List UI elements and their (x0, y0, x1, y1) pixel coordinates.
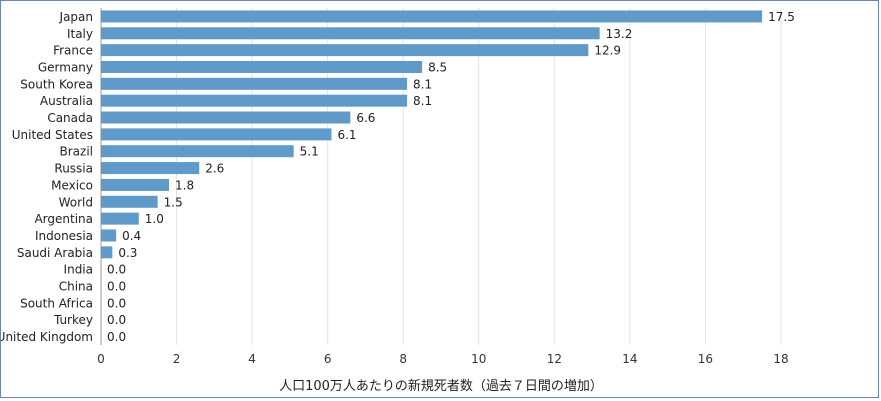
bar (101, 27, 600, 40)
bar-value-label: 2.6 (205, 162, 224, 176)
category-label: Australia (40, 94, 93, 108)
category-label: Canada (47, 111, 93, 125)
bar (101, 212, 139, 225)
bar-value-label: 1.0 (145, 212, 164, 226)
category-label: Mexico (51, 178, 93, 192)
bar-value-label: 0.0 (107, 330, 126, 344)
bar (101, 162, 200, 175)
category-label: China (59, 280, 93, 294)
x-tick-label: 16 (698, 352, 713, 366)
category-label: South Korea (20, 77, 93, 91)
bar-value-label: 8.5 (428, 60, 447, 74)
bar (101, 229, 117, 242)
x-tick-label: 6 (324, 352, 332, 366)
bar-value-label: 0.0 (107, 296, 126, 310)
bar-value-label: 8.1 (413, 94, 432, 108)
bar (101, 246, 113, 259)
bar-value-label: 13.2 (606, 27, 633, 41)
category-label: India (64, 263, 93, 277)
x-tick-label: 10 (471, 352, 486, 366)
category-label: South Africa (20, 296, 93, 310)
bar-value-label: 0.3 (118, 246, 137, 260)
category-label: Turkey (53, 313, 93, 327)
category-label: Argentina (34, 212, 93, 226)
bar (101, 60, 423, 73)
category-label: Indonesia (35, 229, 93, 243)
category-label: Japan (59, 10, 93, 24)
grid-lines (100, 8, 782, 345)
category-label: Russia (54, 162, 93, 176)
x-tick-label: 2 (173, 352, 181, 366)
bar-value-label: 17.5 (768, 10, 795, 24)
bar-value-label: 0.0 (107, 263, 126, 277)
category-label: France (53, 44, 93, 58)
bar-value-label: 1.5 (164, 195, 183, 209)
category-label: United Kingdom (1, 330, 93, 344)
bar (101, 111, 351, 124)
bar-value-label: 8.1 (413, 77, 432, 91)
bar-value-label: 12.9 (594, 44, 621, 58)
bar (101, 77, 407, 90)
bar (101, 128, 332, 141)
bar-value-label: 1.8 (175, 178, 194, 192)
x-tick-label: 0 (97, 352, 105, 366)
bar (101, 44, 589, 57)
x-tick-label: 8 (399, 352, 407, 366)
bar (101, 195, 158, 208)
x-tick-label: 18 (773, 352, 788, 366)
category-label: United States (12, 128, 93, 142)
category-label: World (59, 195, 93, 209)
x-axis-ticks: 0 2 4 6 8 10 12 14 16 18 (97, 352, 788, 366)
bar (101, 178, 169, 191)
bars (101, 10, 763, 259)
bar (101, 145, 294, 158)
value-labels: 17.5 13.2 12.9 8.5 8.1 8.1 6.66.1 5.1 2.6 1.8 1.51… (107, 10, 795, 344)
x-tick-label: 14 (622, 352, 637, 366)
x-tick-label: 12 (547, 352, 562, 366)
bar-value-label: 5.1 (300, 145, 319, 159)
category-labels: Japan Italy France Germany South Korea Austra… (0, 10, 94, 344)
category-label: Brazil (60, 145, 94, 159)
category-label: Germany (38, 60, 93, 74)
category-label: Italy (67, 27, 93, 41)
bar (101, 10, 763, 23)
bar-value-label: 6.6 (356, 111, 375, 125)
category-label: Saudi Arabia (17, 246, 93, 260)
bar (101, 94, 407, 107)
x-axis-label: 人口100万人あたりの新規死者数（過去７日間の増加） (279, 378, 603, 394)
bar-value-label: 0.4 (122, 229, 141, 243)
bar-value-label: 6.1 (337, 128, 356, 142)
bar-value-label: 0.0 (107, 313, 126, 327)
bar-value-label: 0.0 (107, 280, 126, 294)
x-tick-label: 4 (248, 352, 256, 366)
